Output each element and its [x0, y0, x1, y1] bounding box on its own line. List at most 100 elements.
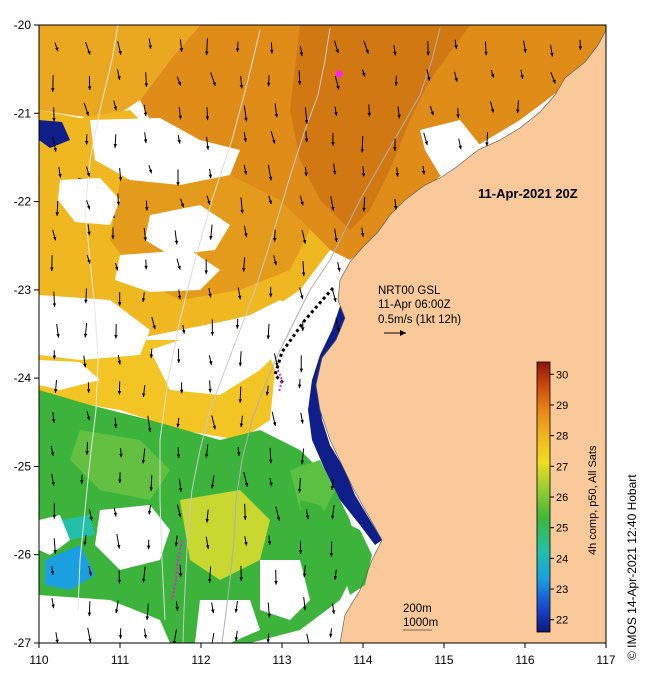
- colorbar-tick-label: 25: [556, 523, 568, 535]
- wind-arrow-head: [177, 265, 181, 270]
- wind-arrow-head: [334, 112, 338, 116]
- wind-arrow-head: [367, 112, 371, 117]
- wind-arrow-head: [53, 550, 57, 554]
- wind-arrow-head: [234, 637, 239, 641]
- wind-arrow-head: [397, 114, 401, 119]
- wind-arrow-head: [143, 237, 148, 241]
- wind-arrow-head: [430, 111, 434, 116]
- wind-arrow-head: [174, 542, 178, 547]
- station-marker: [335, 70, 343, 78]
- wind-arrow-head: [83, 541, 87, 546]
- wind-arrow-head: [145, 207, 149, 211]
- wind-arrow-head: [239, 423, 244, 428]
- wind-arrow-head: [51, 88, 55, 92]
- colorbar-tick-label: 30: [556, 369, 568, 381]
- cloud-mask: [39, 118, 480, 643]
- wind-arrow-head: [89, 517, 93, 521]
- wind-arrow-head: [305, 515, 310, 520]
- y-tick-label: -27: [14, 636, 32, 650]
- wind-arrow-head: [299, 52, 304, 57]
- wind-arrow-head: [235, 48, 240, 52]
- wind-arrow-head: [269, 482, 273, 487]
- wind-arrow-head: [177, 295, 182, 300]
- wind-arrow-head: [298, 550, 303, 554]
- wind-arrow-head: [273, 261, 277, 266]
- wind-arrow-head: [238, 362, 243, 367]
- wind-arrow-head: [178, 513, 182, 518]
- wind-arrow-head: [334, 238, 338, 242]
- y-tick-label: -26: [14, 548, 32, 562]
- wind-arrow-head: [307, 644, 310, 648]
- wind-arrow-head: [490, 108, 495, 113]
- wind-arrow-head: [146, 545, 151, 550]
- x-tick-label: 110: [29, 653, 48, 667]
- wind-arrow-head: [178, 573, 183, 577]
- wind-arrow-head: [206, 146, 210, 150]
- wind-arrow-head: [84, 299, 88, 304]
- wind-arrow-head: [85, 451, 89, 455]
- wind-arrow-head: [240, 209, 244, 214]
- wind-arrow-head: [176, 182, 180, 186]
- wind-arrow-head: [208, 388, 212, 393]
- wind-arrow-head: [113, 512, 117, 517]
- wind-arrow-head: [276, 516, 281, 521]
- wind-arrow-head: [333, 297, 337, 302]
- wind-arrow-head: [117, 76, 121, 80]
- wind-arrow-head: [270, 49, 274, 54]
- wind-arrow-head: [330, 486, 335, 490]
- wind-arrow-head: [212, 82, 216, 86]
- colorbar-label: 4h comp, p50, All Sats: [587, 445, 599, 555]
- y-tick-label: -22: [14, 195, 32, 209]
- wind-arrow-head: [141, 459, 146, 464]
- wind-arrow-head: [267, 613, 271, 618]
- wind-arrow-head: [205, 51, 209, 56]
- wind-arrow-head: [86, 205, 91, 210]
- wind-arrow-head: [237, 452, 241, 456]
- wind-arrow-head: [52, 117, 56, 122]
- wind-arrow-head: [360, 148, 364, 153]
- wind-arrow-head: [53, 236, 57, 241]
- wind-arrow-head: [335, 49, 339, 54]
- wind-arrow-head: [118, 50, 122, 55]
- wind-arrow-head: [244, 117, 248, 122]
- wind-arrow-head: [300, 460, 305, 465]
- wind-arrow-head: [142, 578, 146, 583]
- transect-line: [273, 287, 335, 387]
- wind-arrow-head: [331, 610, 336, 615]
- wind-arrow-head: [268, 200, 272, 205]
- wind-arrow-head: [239, 84, 244, 89]
- wind-arrow-head: [331, 142, 335, 146]
- wind-arrow-head: [149, 354, 154, 359]
- wind-arrow-head: [143, 139, 148, 143]
- wind-arrow-head: [50, 571, 55, 575]
- wind-arrow-head: [118, 635, 123, 639]
- wind-arrow-head: [395, 173, 400, 177]
- wind-arrow-head: [87, 231, 91, 236]
- wind-vectors: [50, 38, 583, 648]
- wind-arrow-head: [301, 272, 306, 277]
- wind-arrow-head: [266, 335, 270, 340]
- wind-arrow-head: [484, 51, 488, 56]
- wind-arrow-head: [111, 235, 115, 240]
- wind-arrow-head: [393, 205, 398, 210]
- x-tick-label: 116: [515, 653, 534, 667]
- wind-arrow-head: [297, 384, 302, 389]
- wind-arrow-head: [235, 325, 240, 329]
- wind-arrow-head: [454, 45, 458, 49]
- wind-arrow-head: [304, 172, 308, 177]
- wind-arrow-head: [142, 393, 146, 398]
- wind-arrow-head: [244, 482, 249, 487]
- wind-arrow: [306, 633, 310, 643]
- colorbar-tick-label: 29: [556, 400, 568, 412]
- x-tick-label: 113: [272, 653, 291, 667]
- y-tick-label: -24: [14, 371, 32, 385]
- wind-arrow-head: [207, 200, 211, 205]
- wind-arrow-head: [266, 639, 270, 643]
- colorbar-tick-label: 22: [556, 615, 568, 627]
- wind-arrow-head: [118, 302, 122, 306]
- wind-arrow-head: [242, 267, 246, 272]
- wind-arrow-head: [117, 360, 122, 365]
- wind-arrow-head: [208, 293, 212, 298]
- wind-arrow-head: [212, 425, 216, 430]
